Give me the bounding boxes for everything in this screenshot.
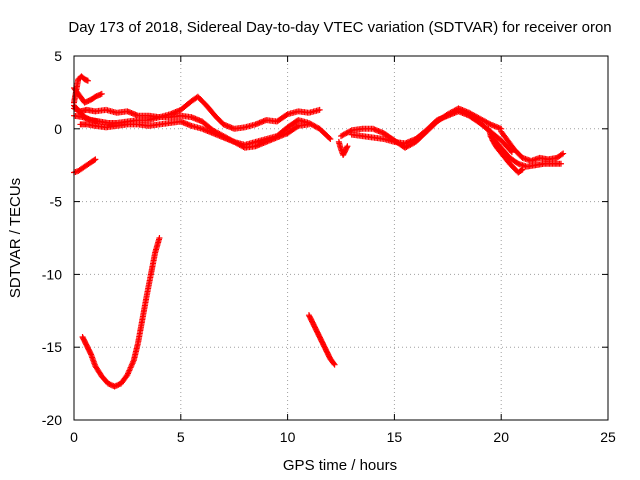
y-tick-label: 5: [54, 48, 62, 64]
data-point: [327, 135, 334, 142]
x-tick-label: 10: [280, 429, 296, 445]
plot-frame: [73, 55, 609, 421]
data-point: [514, 159, 521, 166]
data-point: [486, 120, 493, 127]
data-point: [156, 235, 163, 241]
series-left-neg: [71, 156, 99, 176]
axis-ticks: 0 5 10 15 20 25 5 0 -5 -10 -15 -20: [42, 48, 616, 445]
series-start-loop-c: [71, 102, 101, 125]
data-point: [326, 134, 333, 141]
data-point: [316, 106, 323, 113]
x-tick-label: 0: [70, 429, 78, 445]
data-point: [283, 112, 290, 119]
x-axis-label: GPS time / hours: [283, 457, 397, 474]
y-tick-label: 0: [54, 121, 62, 137]
y-axis-label: SDTVAR / TECUs: [7, 178, 24, 298]
series-late-drop: [485, 125, 526, 176]
x-tick-label: 15: [387, 429, 403, 445]
data-point: [518, 167, 525, 174]
data-point: [343, 144, 350, 151]
data-point: [91, 157, 98, 164]
data-points: [71, 73, 567, 390]
data-point: [98, 90, 105, 97]
data-point: [330, 360, 337, 367]
data-point: [294, 123, 301, 130]
series-after-twelve-b: [348, 108, 515, 156]
series-short-drop: [305, 312, 338, 368]
series-late-tail-b: [498, 128, 567, 164]
y-tick-label: -10: [42, 266, 62, 282]
x-tick-label: 25: [600, 429, 616, 445]
series-dip-12h: [335, 138, 351, 159]
series-u-curve: [79, 235, 163, 390]
chart-title: Day 173 of 2018, Sidereal Day-to-day VTE…: [68, 19, 611, 36]
series-after-twelve: [338, 105, 505, 151]
y-tick-label: -5: [50, 194, 63, 210]
data-point: [94, 118, 101, 125]
data-point: [558, 151, 565, 158]
data-point: [519, 166, 526, 173]
y-tick-label: -20: [42, 412, 62, 428]
data-point: [347, 127, 354, 134]
x-tick-label: 20: [493, 429, 509, 445]
data-point: [305, 121, 312, 128]
data-point: [87, 350, 94, 357]
series-main-lower: [77, 118, 312, 151]
x-tick-label: 5: [177, 429, 185, 445]
data-point: [331, 361, 338, 368]
y-tick-label: -15: [42, 339, 62, 355]
grid-lines: [74, 56, 608, 420]
data-point: [84, 77, 91, 84]
data-point: [344, 143, 351, 150]
data-point: [92, 156, 99, 163]
data-point: [558, 160, 565, 167]
data-point: [560, 150, 567, 157]
